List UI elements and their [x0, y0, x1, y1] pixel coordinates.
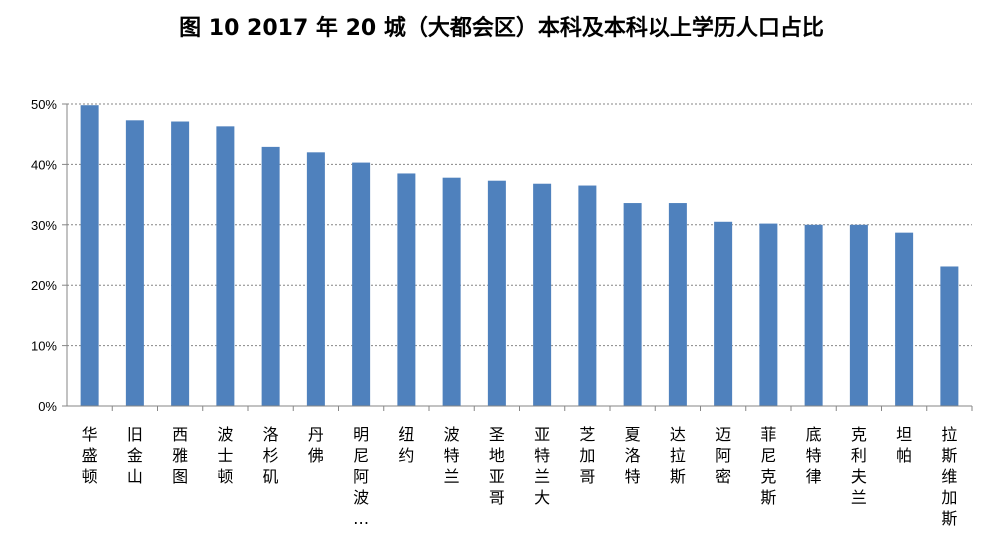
x-axis-labels: 华盛顿 旧金山 西雅图 波士顿 洛杉矶 丹佛 明尼阿波… 纽约 波特兰 圣地亚哥 亚特兰大 芝加哥 夏洛… — [82, 425, 958, 528]
x-tick-label: 亚特兰大 — [534, 425, 550, 507]
x-tick-label: 波特兰 — [444, 425, 460, 486]
x-tick-label: 克利夫兰 — [851, 425, 867, 507]
bar — [261, 146, 280, 406]
bar — [397, 173, 416, 406]
x-tick-label: 达拉斯 — [670, 425, 686, 486]
x-tick-label: 夏洛特 — [625, 425, 641, 486]
bar — [895, 232, 914, 406]
y-tick-label: 50% — [31, 97, 57, 112]
bar — [352, 162, 371, 406]
x-tick-label: 西雅图 — [172, 425, 188, 486]
x-tick-label: 明尼阿波… — [353, 425, 369, 528]
bar — [216, 126, 235, 407]
bar — [533, 183, 552, 406]
chart-title: 图 10 2017 年 20 城（大都会区）本科及本科以上学历人口占比 — [179, 16, 824, 41]
y-tick-label: 10% — [31, 339, 57, 354]
x-tick-label: 底特律 — [806, 425, 822, 486]
bar — [804, 224, 823, 406]
bar — [578, 185, 597, 406]
bar — [306, 152, 325, 406]
x-tick-label: 拉斯维加斯 — [941, 425, 957, 528]
axes — [62, 103, 973, 411]
y-tick-label: 20% — [31, 278, 57, 293]
y-tick-label: 30% — [31, 218, 57, 233]
bar — [125, 120, 144, 407]
x-tick-label: 丹佛 — [308, 425, 324, 465]
bar — [668, 203, 687, 406]
bar — [940, 266, 959, 406]
bars — [80, 105, 959, 407]
bar — [171, 121, 190, 407]
bar — [849, 224, 868, 406]
x-tick-label: 迈阿密 — [715, 425, 731, 486]
bar — [623, 203, 642, 406]
x-tick-label: 纽约 — [398, 425, 414, 465]
x-tick-label: 波士顿 — [217, 425, 233, 486]
y-tick-label: 40% — [31, 157, 57, 172]
y-tick-label: 0% — [38, 399, 57, 414]
x-tick-label: 菲尼克斯 — [760, 425, 776, 507]
x-tick-label: 洛杉矶 — [263, 425, 279, 486]
x-tick-label: 坦帕 — [896, 425, 912, 465]
bar — [487, 180, 506, 406]
gridlines — [67, 103, 972, 347]
x-tick-label: 芝加哥 — [579, 425, 595, 486]
x-tick-label: 圣地亚哥 — [489, 425, 505, 507]
bar — [759, 223, 778, 406]
bar — [714, 221, 733, 406]
y-axis-ticks: 0% 10% 20% 30% 40% 50% — [31, 97, 57, 414]
bar — [80, 105, 99, 406]
x-tick-label: 华盛顿 — [82, 425, 98, 486]
x-tick-label: 旧金山 — [127, 425, 143, 486]
bar — [442, 177, 461, 406]
